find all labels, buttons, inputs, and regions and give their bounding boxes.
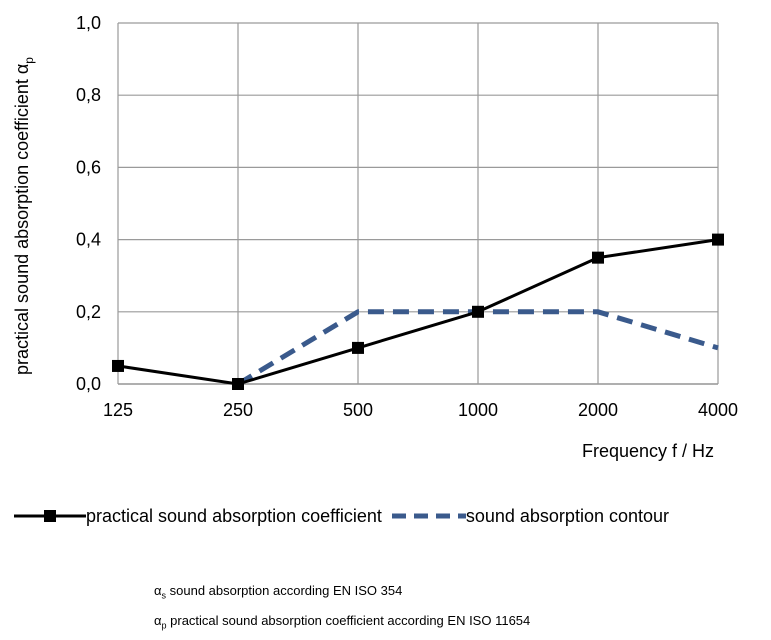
note-subscript: p xyxy=(161,620,167,631)
note-symbol: α xyxy=(154,583,162,598)
y-axis-title: practical sound absorption coefficient α… xyxy=(12,57,36,375)
series xyxy=(112,233,724,390)
x-tick-label: 2000 xyxy=(578,400,618,420)
note-text: practical sound absorption coefficient a… xyxy=(166,613,531,628)
x-tick-label: 250 xyxy=(223,400,253,420)
y-tick-label: 0,4 xyxy=(76,230,101,250)
note-alpha-s: αs sound absorption according EN ISO 354 xyxy=(154,583,402,601)
data-point-marker xyxy=(232,378,244,390)
y-tick-label: 0,8 xyxy=(76,85,101,105)
grid xyxy=(117,22,719,385)
note-symbol: α xyxy=(154,613,162,628)
note-alpha-p: αp practical sound absorption coefficien… xyxy=(154,613,530,631)
y-tick-label: 0,0 xyxy=(76,374,101,394)
series-line-practical xyxy=(117,238,719,386)
y-axis-title-subscript: p xyxy=(22,57,36,64)
note-subscript: s xyxy=(161,590,167,601)
y-tick-label: 0,2 xyxy=(76,302,101,322)
data-point-marker xyxy=(592,251,604,264)
x-tick-labels: 125 250 500 1000 2000 4000 xyxy=(103,400,738,420)
data-point-marker xyxy=(112,359,124,372)
x-tick-label: 500 xyxy=(343,400,373,420)
y-tick-label: 0,6 xyxy=(76,157,101,177)
legend-item-contour: sound absorption contour xyxy=(391,505,670,527)
data-point-marker xyxy=(352,341,364,354)
chart: 0,0 0,2 0,4 0,6 0,8 1,0 125 250 500 1000 2000 4000… xyxy=(12,13,738,461)
y-tick-labels: 0,0 0,2 0,4 0,6 0,8 1,0 xyxy=(76,13,101,394)
x-tick-label: 1000 xyxy=(458,400,498,420)
x-axis-title: Frequency f / Hz xyxy=(582,441,714,461)
y-tick-label: 1,0 xyxy=(76,13,101,33)
legend: practical sound absorption coefficient s… xyxy=(14,503,669,529)
legend-label-practical: practical sound absorption coefficient xyxy=(86,505,382,526)
legend-label-contour: sound absorption contour xyxy=(465,505,670,526)
data-point-marker xyxy=(712,233,724,246)
legend-item-practical: practical sound absorption coefficient xyxy=(14,506,382,527)
y-axis-title-main: practical sound absorption coefficient α xyxy=(12,64,32,375)
note-text: sound absorption according EN ISO 354 xyxy=(166,583,403,598)
data-point-marker xyxy=(472,305,484,318)
x-tick-label: 4000 xyxy=(698,400,738,420)
x-tick-label: 125 xyxy=(103,400,133,420)
legend-swatch-practical xyxy=(14,510,86,522)
legend-swatch-contour xyxy=(391,513,466,519)
